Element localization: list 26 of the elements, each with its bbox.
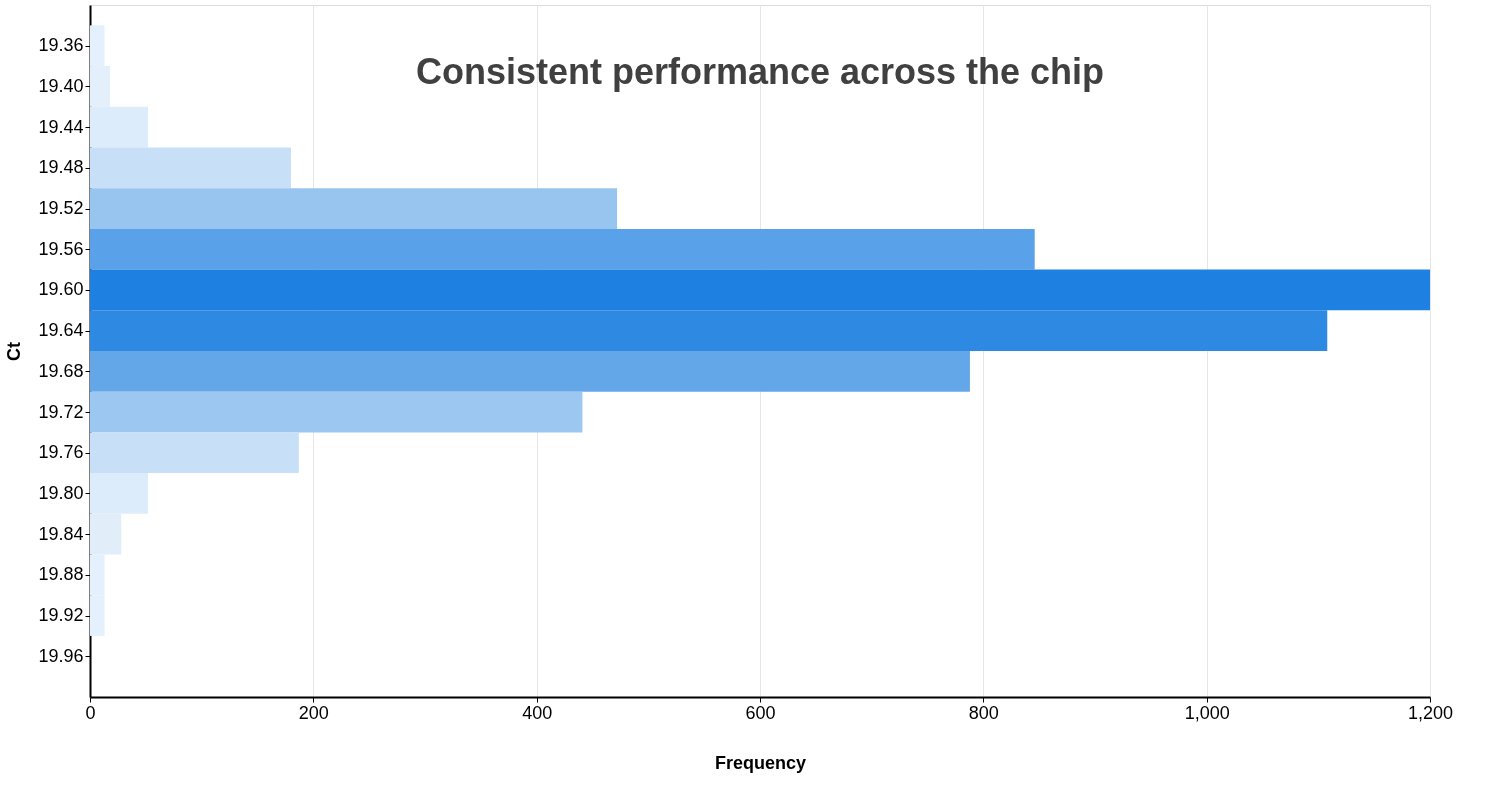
y-tick-label: 19.52 <box>38 198 84 219</box>
y-tick-label: 19.68 <box>38 360 84 381</box>
y-tick-label: 19.60 <box>38 279 84 300</box>
x-axis-title: Frequency <box>714 752 807 773</box>
y-tick-label: 19.72 <box>38 401 84 422</box>
y-axis-title: Ct <box>4 342 25 361</box>
y-tick-label: 19.64 <box>38 320 84 341</box>
text: Consistent performance across the chip <box>415 51 1105 92</box>
x-tick-label: 200 <box>298 702 329 723</box>
y-tick-label: 19.40 <box>38 75 84 96</box>
x-tick-label: 400 <box>522 702 553 723</box>
x-tick-label: 0 <box>85 702 96 723</box>
y-tick-label: 19.80 <box>38 482 84 503</box>
x-tick-label: 1,000 <box>1184 702 1230 723</box>
y-tick-label: 19.96 <box>38 645 84 666</box>
x-tick-label: 1,200 <box>1407 702 1454 723</box>
y-tick-label: 19.56 <box>38 238 84 259</box>
y-tick-label: 19.76 <box>38 442 84 463</box>
y-tick-label: 19.88 <box>38 564 84 585</box>
y-tick-label: 19.48 <box>38 157 84 178</box>
x-tick-label: 600 <box>745 702 776 723</box>
y-tick-label: 19.92 <box>38 605 84 626</box>
x-tick-label: 800 <box>968 702 999 723</box>
y-tick-label: 19.44 <box>38 116 84 137</box>
y-tick-label: 19.36 <box>38 35 84 56</box>
y-tick-label: 19.84 <box>38 523 84 544</box>
